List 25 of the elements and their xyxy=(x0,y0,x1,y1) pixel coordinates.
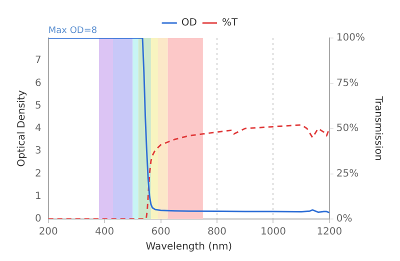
x-axis-title: Wavelength (nm) xyxy=(146,242,232,253)
x-tick-label: 200 xyxy=(38,226,58,238)
y2-tick-label: 75% xyxy=(336,78,359,89)
x-tick-label: 400 xyxy=(95,226,114,238)
x-tick-label: 600 xyxy=(151,226,170,238)
x-tick-label: 800 xyxy=(207,226,227,238)
text: Max OD=8 xyxy=(48,26,98,36)
y-tick-label: 6 xyxy=(34,78,42,89)
y-tick-label: 5 xyxy=(34,100,42,112)
y2-tick-label: 50% xyxy=(336,123,359,134)
y2-axis-title: Transmission xyxy=(372,95,384,161)
y-axis-title: Optical Density xyxy=(16,90,28,167)
y-tick-label: 1 xyxy=(34,190,42,202)
y-tick-label: 0 xyxy=(34,214,42,225)
x-tick-label: 1000 xyxy=(260,226,286,238)
y2-tick-label: 100% xyxy=(336,32,366,44)
x-tick-label: 1200 xyxy=(316,226,342,238)
legend-label: OD xyxy=(181,18,198,29)
legend-label: %T xyxy=(222,18,238,29)
y-tick-label: 3 xyxy=(34,146,42,157)
y-tick-label: 7 xyxy=(34,55,42,66)
y2-tick-label: 25% xyxy=(336,168,359,180)
y-tick-label: 4 xyxy=(34,123,42,134)
y-tick-label: 2 xyxy=(34,168,42,180)
y2-tick-label: 0% xyxy=(336,214,352,225)
